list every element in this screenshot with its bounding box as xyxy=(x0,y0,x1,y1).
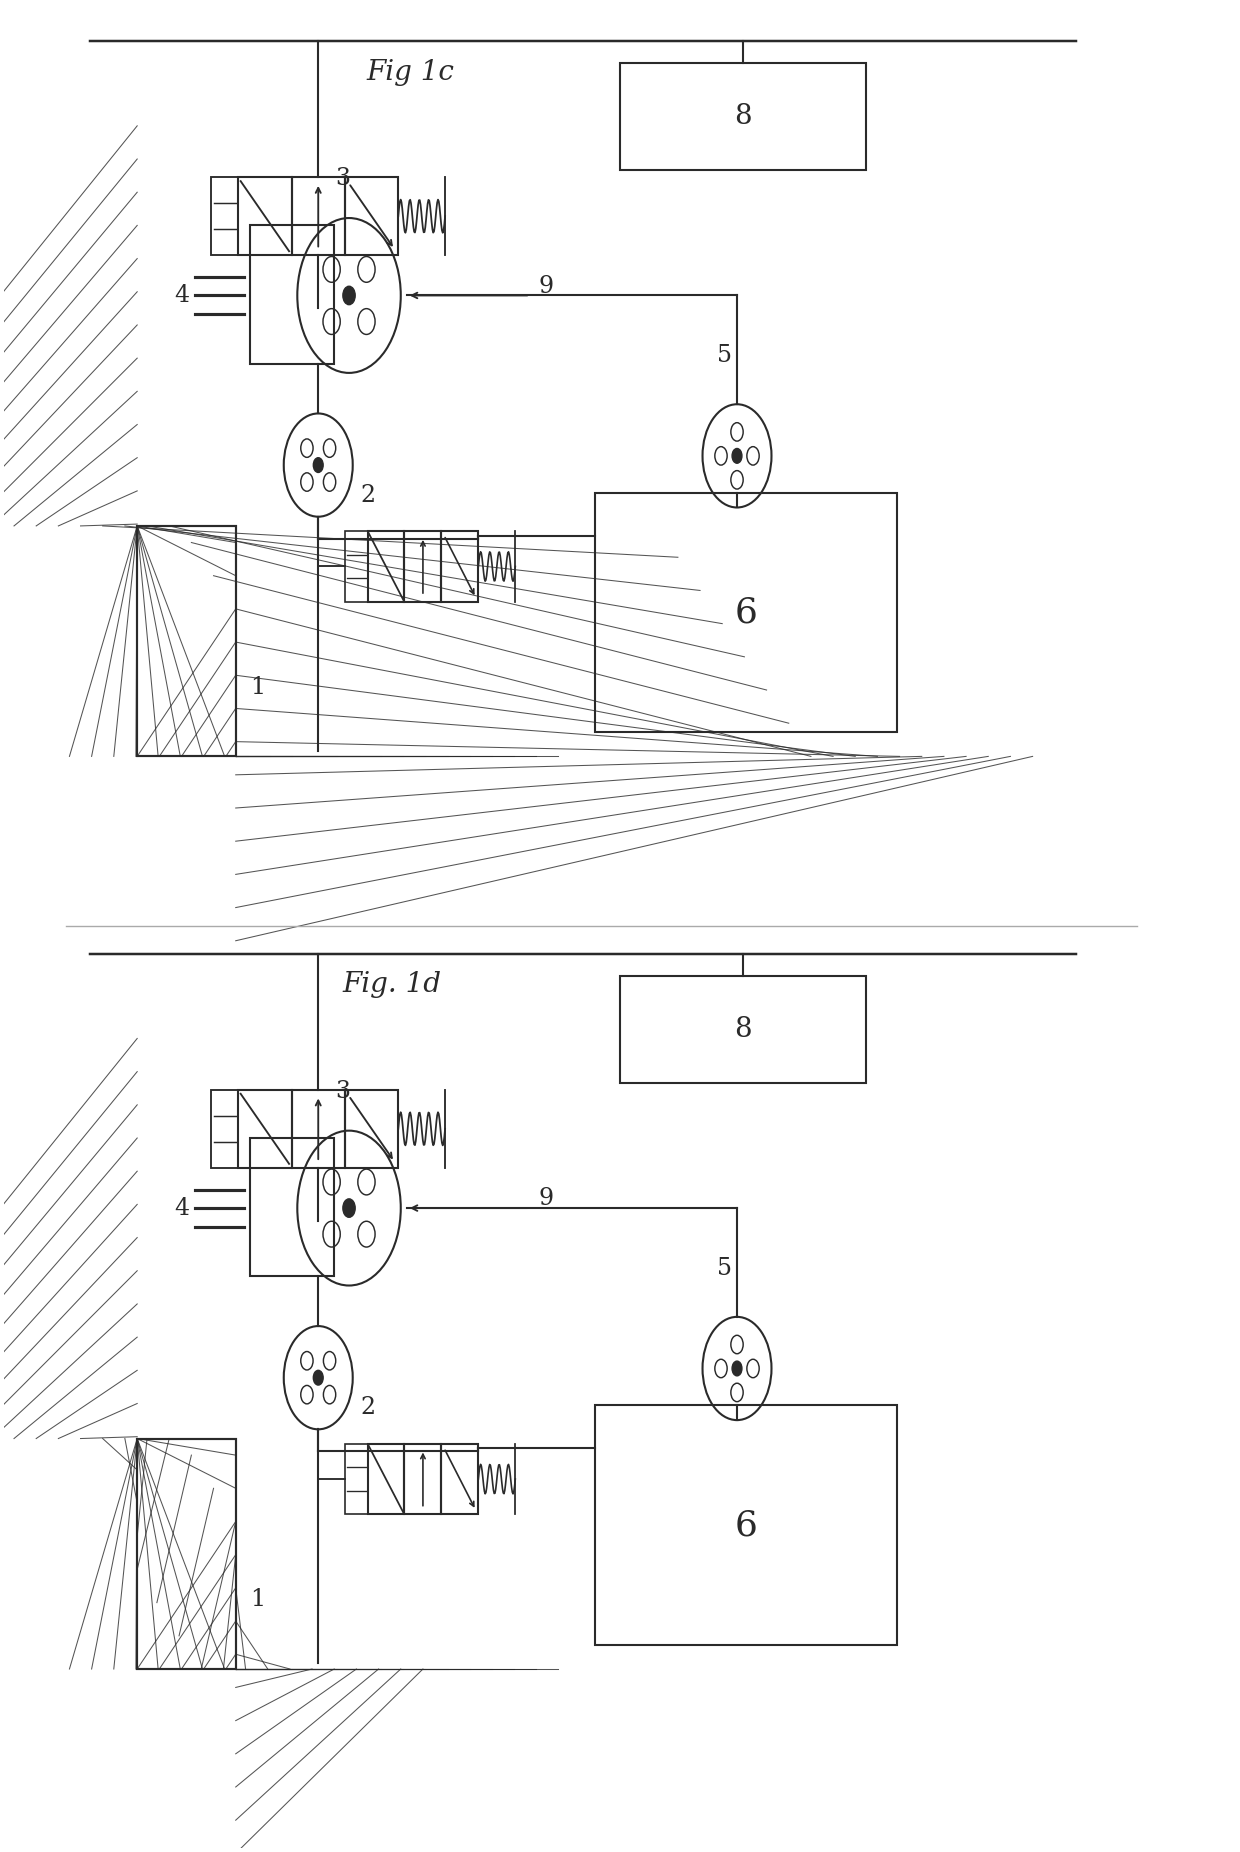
Bar xyxy=(404,532,441,602)
Text: Fig 1c: Fig 1c xyxy=(367,59,455,85)
Bar xyxy=(211,1091,238,1167)
Bar xyxy=(345,178,398,256)
Bar xyxy=(291,1091,345,1167)
Text: 4: 4 xyxy=(174,283,188,307)
Bar xyxy=(238,1091,291,1167)
Text: Fig. 1d: Fig. 1d xyxy=(342,972,441,998)
Bar xyxy=(291,178,345,256)
Bar xyxy=(345,1445,367,1515)
Text: 3: 3 xyxy=(335,1080,351,1104)
Bar xyxy=(138,526,236,756)
Text: 8: 8 xyxy=(734,104,751,130)
Circle shape xyxy=(732,1361,742,1376)
Bar xyxy=(620,63,867,170)
Bar xyxy=(441,532,479,602)
Bar xyxy=(404,1445,441,1515)
Bar xyxy=(138,1439,236,1669)
Bar xyxy=(238,178,291,256)
Text: 5: 5 xyxy=(717,1258,732,1280)
Bar xyxy=(595,1406,897,1645)
Circle shape xyxy=(343,287,355,306)
Text: 2: 2 xyxy=(360,483,376,506)
Text: 1: 1 xyxy=(250,676,265,698)
Circle shape xyxy=(343,1198,355,1217)
Text: 3: 3 xyxy=(335,167,351,191)
Text: 4: 4 xyxy=(174,1196,188,1220)
Bar xyxy=(441,1445,479,1515)
Text: 8: 8 xyxy=(734,1015,751,1043)
Circle shape xyxy=(314,457,324,472)
Bar xyxy=(595,493,897,732)
Text: 5: 5 xyxy=(717,344,732,367)
Text: 9: 9 xyxy=(538,1187,554,1211)
Bar xyxy=(211,178,238,256)
Circle shape xyxy=(314,1370,324,1385)
Text: 1: 1 xyxy=(250,1589,265,1611)
Text: 6: 6 xyxy=(735,596,758,630)
Bar xyxy=(250,1137,335,1276)
Bar xyxy=(345,1091,398,1167)
Bar xyxy=(367,1445,404,1515)
Text: 6: 6 xyxy=(735,1508,758,1543)
Bar xyxy=(138,526,236,756)
Bar xyxy=(367,532,404,602)
Text: 2: 2 xyxy=(360,1396,376,1419)
Bar xyxy=(250,226,335,363)
Bar xyxy=(345,532,367,602)
Text: 9: 9 xyxy=(538,274,554,298)
Bar xyxy=(620,976,867,1083)
Bar xyxy=(138,1439,236,1669)
Circle shape xyxy=(732,448,742,463)
